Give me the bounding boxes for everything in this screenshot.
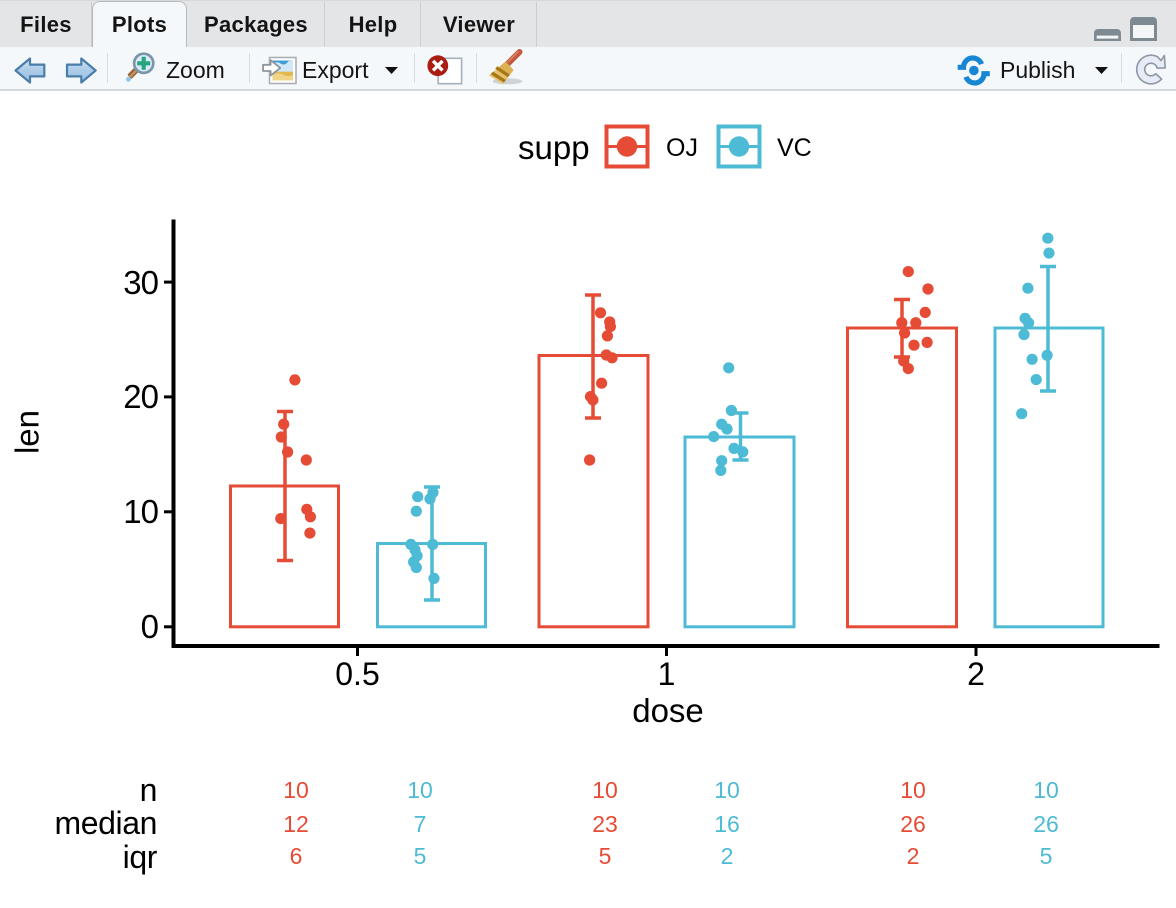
svg-text:10: 10 [123, 493, 158, 530]
svg-text:0.5: 0.5 [335, 656, 379, 692]
svg-text:VC: VC [777, 134, 812, 162]
svg-text:10: 10 [407, 777, 433, 803]
svg-text:30: 30 [123, 264, 158, 301]
svg-text:5: 5 [1040, 843, 1053, 869]
svg-text:iqr: iqr [123, 839, 158, 875]
svg-text:7: 7 [414, 811, 427, 837]
svg-text:23: 23 [592, 811, 618, 837]
svg-text:5: 5 [414, 843, 427, 869]
svg-text:10: 10 [900, 777, 926, 803]
svg-text:10: 10 [592, 777, 618, 803]
svg-text:20: 20 [123, 378, 158, 415]
svg-text:2: 2 [967, 656, 985, 692]
svg-text:len: len [9, 410, 46, 454]
svg-text:26: 26 [1033, 811, 1059, 837]
svg-text:0: 0 [141, 608, 159, 645]
svg-text:median: median [54, 805, 157, 841]
svg-text:10: 10 [1033, 777, 1059, 803]
svg-text:26: 26 [900, 811, 926, 837]
svg-text:6: 6 [290, 843, 303, 869]
svg-text:n: n [140, 772, 157, 808]
svg-text:2: 2 [907, 843, 920, 869]
svg-text:16: 16 [714, 811, 740, 837]
svg-text:supp: supp [518, 129, 590, 166]
svg-text:12: 12 [283, 811, 309, 837]
svg-text:OJ: OJ [666, 134, 698, 162]
svg-text:dose: dose [632, 692, 704, 729]
svg-text:10: 10 [714, 777, 740, 803]
svg-text:2: 2 [721, 843, 734, 869]
svg-text:10: 10 [283, 777, 309, 803]
svg-text:1: 1 [658, 656, 676, 692]
svg-text:5: 5 [599, 843, 612, 869]
